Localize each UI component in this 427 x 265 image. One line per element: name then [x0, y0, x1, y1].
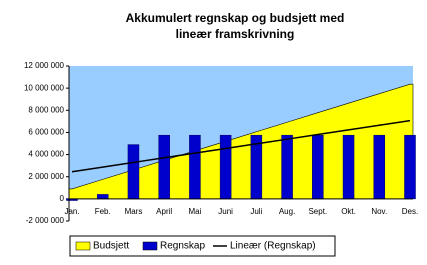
legend-label: Lineær (Regnskap): [230, 241, 316, 252]
legend-label: Regnskap: [160, 241, 205, 252]
bar: [189, 134, 201, 200]
x-tick-label: Mai: [188, 207, 201, 216]
x-tick-label: Okt.: [341, 207, 356, 216]
bar: [96, 194, 109, 200]
y-tick-label: 8 000 000: [28, 105, 64, 114]
bar: [342, 134, 355, 200]
y-tick-label: 6 000 000: [28, 128, 64, 137]
legend-label: Budsjett: [93, 241, 129, 252]
bar: [158, 134, 170, 200]
bar: [404, 134, 416, 200]
chart-title: Akkumulert regnskap og budsjett med line…: [125, 11, 345, 41]
legend-swatch: [75, 241, 91, 251]
y-tick-label: -2 000 000: [26, 216, 65, 225]
y-tick-label: 4 000 000: [28, 150, 64, 159]
x-tick-label: Feb.: [95, 207, 111, 216]
x-tick-label: Des.: [402, 207, 418, 216]
x-tick-label: April: [156, 207, 172, 216]
bar: [312, 134, 324, 200]
y-tick-label: 10 000 000: [24, 83, 65, 92]
trend-line: [71, 119, 411, 173]
bar: [127, 144, 140, 200]
x-tick-label: Aug.: [279, 207, 295, 216]
x-tick-label: Juni: [218, 207, 233, 216]
legend-swatch: [142, 241, 158, 251]
bar: [281, 134, 293, 200]
bar: [373, 134, 386, 200]
y-tick-label: 12 000 000: [24, 61, 65, 70]
x-tick-label: Sept.: [308, 207, 327, 216]
area: [68, 83, 414, 200]
y-tick-label: 0: [60, 194, 65, 203]
x-tick-label: Juli: [250, 207, 262, 216]
x-tick-label: Nov.: [371, 207, 387, 216]
x-tick-label: Jan.: [64, 207, 79, 216]
x-tick-label: Mars: [125, 207, 143, 216]
legend-box: [69, 235, 336, 257]
y-tick-label: 2 000 000: [28, 172, 64, 181]
bar: [219, 134, 232, 200]
